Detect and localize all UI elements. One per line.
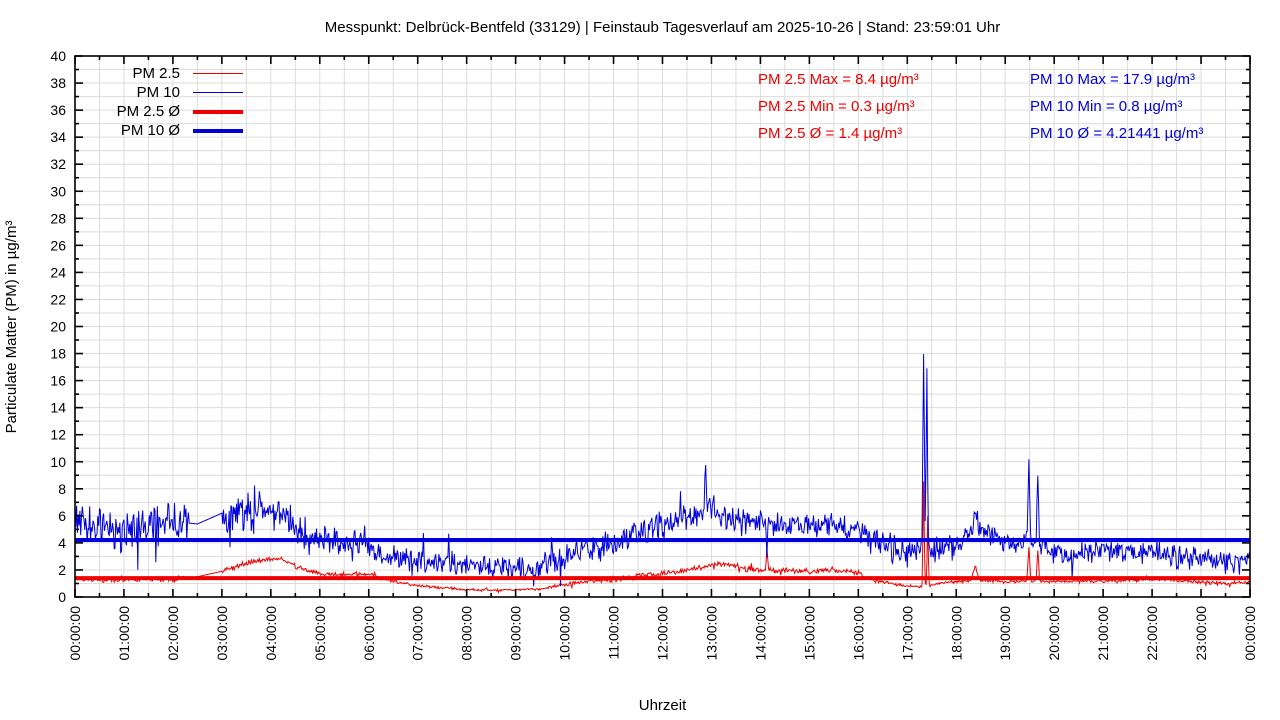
svg-text:26: 26	[50, 237, 66, 253]
svg-text:00:00:00: 00:00:00	[67, 606, 83, 661]
svg-text:16: 16	[50, 373, 66, 389]
series-pm10	[74, 353, 1251, 587]
svg-text:8: 8	[58, 481, 66, 497]
chart-legend: PM 2.5 PM 10 PM 2.5 Ø PM 10 Ø	[70, 64, 243, 140]
stats-pm25: PM 2.5 Max = 8.4 µg/m³ PM 2.5 Min = 0.3 …	[758, 66, 919, 147]
svg-text:21:00:00: 21:00:00	[1095, 606, 1111, 661]
svg-text:24: 24	[50, 264, 66, 280]
axes	[74, 55, 1251, 598]
svg-text:34: 34	[50, 129, 66, 145]
svg-text:02:00:00: 02:00:00	[165, 606, 181, 661]
svg-text:38: 38	[50, 75, 66, 91]
svg-text:13:00:00: 13:00:00	[704, 606, 720, 661]
svg-text:08:00:00: 08:00:00	[459, 606, 475, 661]
svg-text:30: 30	[50, 183, 66, 199]
plot-area: 024681012141618202224262830323436384000:…	[50, 48, 1258, 661]
svg-text:4: 4	[58, 535, 66, 551]
stat-pm10-max: PM 10 Max = 17.9 µg/m³	[1030, 71, 1195, 88]
svg-text:03:00:00: 03:00:00	[214, 606, 230, 661]
svg-text:06:00:00: 06:00:00	[361, 606, 377, 661]
svg-text:07:00:00: 07:00:00	[410, 606, 426, 661]
stats-pm10: PM 10 Max = 17.9 µg/m³ PM 10 Min = 0.8 µ…	[1030, 66, 1203, 147]
legend-label-pm25-avg: PM 2.5 Ø	[116, 103, 180, 120]
stat-pm25-min: PM 2.5 Min = 0.3 µg/m³	[758, 98, 915, 115]
y-axis-label: Particulate Matter (PM) in µg/m³	[3, 221, 20, 434]
legend-label-pm10: PM 10	[136, 84, 180, 101]
svg-text:14: 14	[50, 400, 66, 416]
svg-text:05:00:00: 05:00:00	[312, 606, 328, 661]
svg-text:11:00:00: 11:00:00	[606, 606, 622, 660]
tick-labels: 024681012141618202224262830323436384000:…	[50, 48, 1258, 661]
svg-text:0: 0	[58, 589, 66, 605]
svg-text:16:00:00: 16:00:00	[850, 606, 866, 661]
stat-pm10-min: PM 10 Min = 0.8 µg/m³	[1030, 98, 1183, 115]
pm10-avg-line-sample	[193, 128, 243, 133]
series-pm25	[74, 481, 1251, 594]
legend-item-pm25: PM 2.5	[70, 64, 243, 83]
svg-text:04:00:00: 04:00:00	[263, 606, 279, 661]
svg-text:00:00:00: 00:00:00	[1242, 606, 1258, 661]
svg-text:17:00:00: 17:00:00	[899, 606, 915, 661]
svg-text:32: 32	[50, 156, 66, 172]
grid	[75, 56, 1250, 597]
svg-text:18:00:00: 18:00:00	[948, 606, 964, 661]
stat-pm25-max: PM 2.5 Max = 8.4 µg/m³	[758, 71, 919, 88]
svg-text:01:00:00: 01:00:00	[116, 606, 132, 661]
data-series	[74, 353, 1251, 594]
svg-text:20:00:00: 20:00:00	[1046, 606, 1062, 661]
pm10-line-sample	[193, 92, 243, 93]
legend-item-pm10: PM 10	[70, 83, 243, 102]
stat-pm25-avg: PM 2.5 Ø = 1.4 µg/m³	[758, 125, 903, 142]
stat-pm10-avg: PM 10 Ø = 4.21441 µg/m³	[1030, 125, 1204, 142]
svg-text:19:00:00: 19:00:00	[997, 606, 1013, 661]
svg-text:36: 36	[50, 102, 66, 118]
legend-label-pm25: PM 2.5	[132, 65, 180, 82]
svg-text:12: 12	[50, 427, 66, 443]
svg-text:10:00:00: 10:00:00	[557, 606, 573, 661]
svg-text:10: 10	[50, 454, 66, 470]
pm25-avg-line-sample	[193, 109, 243, 114]
legend-label-pm10-avg: PM 10 Ø	[120, 122, 180, 139]
pm25-line-sample	[193, 73, 243, 74]
svg-text:28: 28	[50, 210, 66, 226]
svg-text:23:00:00: 23:00:00	[1193, 606, 1209, 661]
chart-title: Messpunkt: Delbrück-Bentfeld (33129) | F…	[324, 19, 1001, 36]
svg-text:18: 18	[50, 346, 66, 362]
svg-text:40: 40	[50, 48, 66, 64]
svg-text:15:00:00: 15:00:00	[801, 606, 817, 661]
svg-text:14:00:00: 14:00:00	[752, 606, 768, 661]
svg-text:2: 2	[58, 562, 66, 578]
legend-item-pm25-avg: PM 2.5 Ø	[70, 102, 243, 121]
svg-text:09:00:00: 09:00:00	[508, 606, 524, 661]
svg-text:22: 22	[50, 291, 66, 307]
legend-item-pm10-avg: PM 10 Ø	[70, 121, 243, 140]
x-axis-label: Uhrzeit	[638, 697, 687, 714]
svg-text:6: 6	[58, 508, 66, 524]
svg-text:22:00:00: 22:00:00	[1144, 606, 1160, 661]
svg-text:12:00:00: 12:00:00	[655, 606, 671, 661]
svg-text:20: 20	[50, 319, 66, 335]
